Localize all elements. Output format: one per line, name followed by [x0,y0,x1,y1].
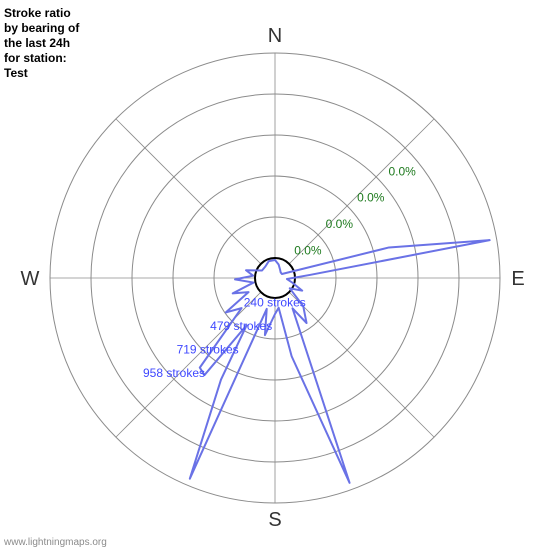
grid-radial [116,292,261,437]
ring-percent-label: 0.0% [294,243,322,257]
ring-percent-label: 0.0% [388,164,416,178]
ring-percent-label: 0.0% [326,217,354,231]
stroke-polygon [190,240,490,483]
ring-percent-label: 0.0% [357,191,385,205]
ring-stroke-label: 719 strokes [177,343,239,357]
ring-stroke-label: 240 strokes [244,296,306,310]
grid-radial [116,119,261,264]
compass-e: E [511,268,524,290]
polar-chart: 0.0%0.0%0.0%0.0% 240 strokes479 strokes7… [0,0,550,550]
ring-stroke-label: 958 strokes [143,366,205,380]
compass-w: W [21,268,40,290]
compass-n: N [268,25,282,47]
ring-stroke-label: 479 strokes [210,319,272,333]
compass-s: S [268,509,281,531]
